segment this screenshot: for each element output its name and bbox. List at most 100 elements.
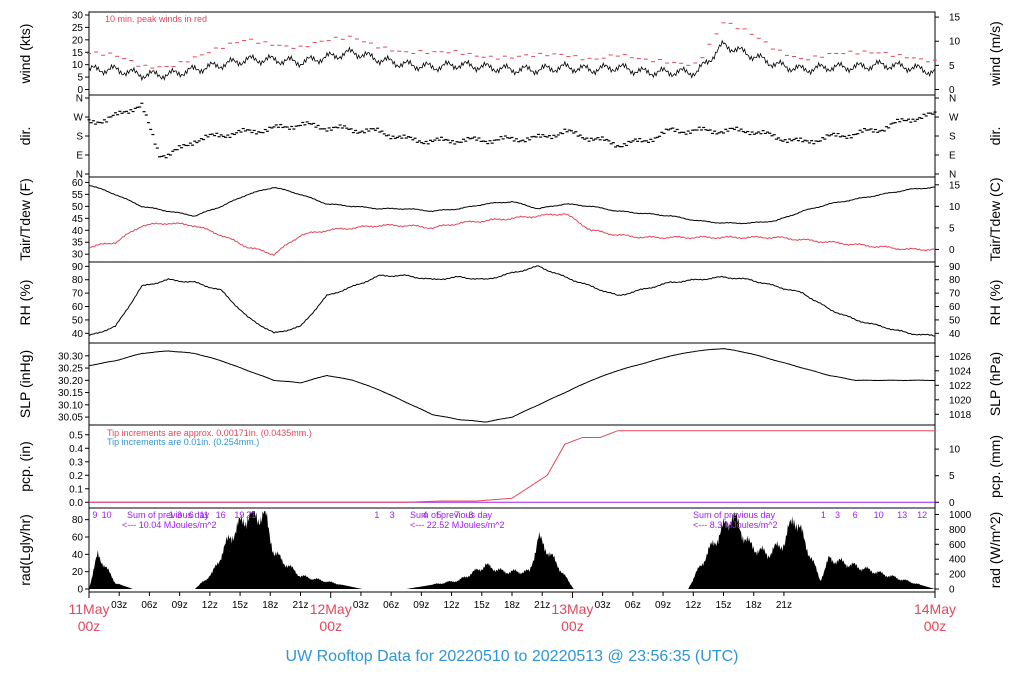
rad-hour-mark: 3 [177, 510, 182, 520]
rad-hour-mark: 3 [390, 510, 395, 520]
x-day-label: 11May [69, 601, 110, 617]
panel-frame [88, 176, 936, 263]
tick-label: W [949, 113, 959, 124]
x-tick-label: 18z [262, 600, 278, 611]
tick-label: 1000 [949, 510, 972, 521]
chart-title: UW Rooftop Data for 20220510 to 20220513… [285, 648, 739, 665]
tick-label: 80 [949, 275, 961, 286]
tick-label: 80 [72, 515, 84, 526]
tick-label: 0 [77, 85, 83, 96]
tick-label: S [949, 132, 956, 143]
wind-annotation: 10 min. peak winds in red [105, 14, 207, 24]
tick-label: 70 [72, 289, 84, 300]
tick-label: 0 [949, 85, 955, 96]
tick-label: 70 [949, 289, 961, 300]
tick-label: 40 [72, 329, 84, 340]
rad-hour-mark: 19 [234, 510, 244, 520]
x-tick-label: 21z [776, 600, 792, 611]
x-tick-label: 09z [655, 600, 671, 611]
x-day-hour-label: 00z [561, 618, 584, 634]
tick-label: 60 [72, 178, 84, 189]
tick-label: 0.3 [69, 457, 83, 468]
x-tick-label: 06z [383, 600, 399, 611]
tick-label: 30 [72, 250, 84, 261]
tick-label: 30.15 [58, 388, 83, 399]
tick-label: N [76, 94, 83, 105]
pcp-annotation-2: Tip increments are 0.01in. (0.254mm.) [107, 437, 259, 447]
tick-label: 30.25 [58, 364, 83, 375]
tick-label: 20 [72, 567, 84, 578]
tick-label: N [949, 94, 956, 105]
tick-label: 1018 [949, 410, 972, 421]
y-axis-label: dir. [17, 127, 33, 146]
rad-annotation: Sum of previous day [693, 510, 776, 520]
tick-label: 40 [72, 226, 84, 237]
tick-label: S [76, 132, 83, 143]
tick-label: 0.1 [69, 484, 83, 495]
x-tick-label: 12z [444, 600, 460, 611]
y-axis-label: dir. [987, 127, 1003, 146]
rad-hour-mark: 21 [246, 510, 256, 520]
tdew-line [88, 213, 936, 257]
tick-label: 60 [72, 533, 84, 544]
rad-hour-mark: 13 [897, 510, 907, 520]
tick-label: 5 [77, 73, 83, 84]
x-tick-label: 03z [595, 600, 611, 611]
y-axis-label: Tair/Tdew (C) [987, 177, 1003, 261]
x-tick-label: 12z [685, 600, 701, 611]
wind-series-line [88, 39, 936, 82]
pcp-annotation-1: Tip increments are approx. 0.00171in. (0… [107, 428, 312, 438]
tick-label: 0 [77, 585, 83, 596]
tick-label: 30 [72, 11, 84, 22]
y-axis-label: rad(Lgly/hr) [17, 514, 33, 586]
tick-label: 10 [949, 445, 961, 456]
y-axis-label: Tair/Tdew (F) [17, 178, 33, 260]
tick-label: 1024 [949, 366, 972, 377]
tick-label: 80 [72, 275, 84, 286]
y-axis-label: RH (%) [17, 280, 33, 326]
tick-label: 20 [72, 35, 84, 46]
tick-label: 5 [949, 223, 955, 234]
rad-annotation: <--- 10.04 MJoules/m^2 [122, 520, 217, 530]
rad-hour-mark: 8 [468, 510, 473, 520]
tick-label: 5 [949, 471, 955, 482]
tick-label: 30.30 [58, 351, 83, 362]
tick-label: 30.05 [58, 413, 83, 424]
x-tick-label: 15z [474, 600, 490, 611]
tick-label: 0.2 [69, 471, 83, 482]
y-axis-label: pcp. (in) [17, 441, 33, 492]
tick-label: 35 [72, 238, 84, 249]
tick-label: 0.5 [69, 430, 83, 441]
y-axis-label: SLP (hPa) [987, 352, 1003, 416]
x-tick-label: 06z [625, 600, 641, 611]
tick-label: 10 [72, 60, 84, 71]
rad-hour-mark: 1 [169, 510, 174, 520]
tick-label: 90 [949, 262, 961, 273]
tick-label: 15 [949, 13, 961, 24]
panel-frame [88, 11, 936, 96]
tick-label: 1026 [949, 352, 972, 363]
tick-label: W [74, 113, 84, 124]
x-tick-label: 06z [141, 600, 157, 611]
rh-line [88, 265, 936, 337]
rad-hour-mark: 1 [821, 510, 826, 520]
tick-label: 40 [72, 550, 84, 561]
x-tick-label: 15z [715, 600, 731, 611]
tick-label: 200 [949, 570, 966, 581]
rad-hour-mark: 12 [917, 510, 927, 520]
tick-label: 50 [72, 202, 84, 213]
tick-label: E [76, 151, 83, 162]
tick-label: 5 [949, 61, 955, 72]
x-day-label: 12May [310, 601, 352, 617]
rad-hour-mark: 4 [423, 510, 428, 520]
y-axis-label: RH (%) [987, 280, 1003, 326]
y-axis-label: pcp. (mm) [987, 435, 1003, 498]
rad-annotation: Sum of previous day [410, 510, 493, 520]
tick-label: 1022 [949, 381, 972, 392]
x-tick-label: 15z [232, 600, 248, 611]
pcp-line [89, 430, 935, 503]
x-tick-label: 21z [534, 600, 550, 611]
tick-label: 30.10 [58, 400, 83, 411]
tick-label: 55 [72, 190, 84, 201]
